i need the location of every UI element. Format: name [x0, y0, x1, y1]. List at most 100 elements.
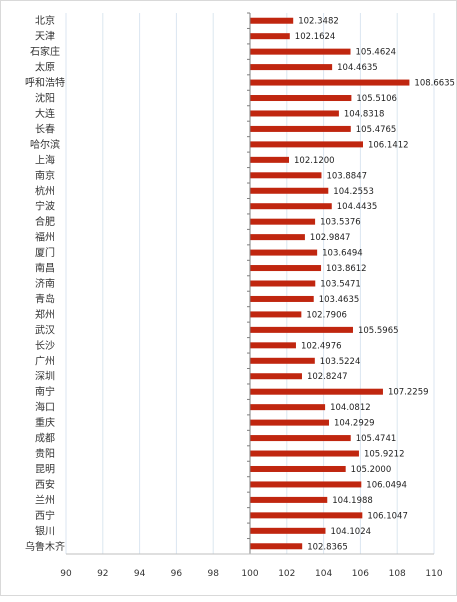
- category-label: 兰州: [35, 493, 55, 506]
- bar: [250, 357, 315, 364]
- x-tick-label: 92: [97, 569, 108, 579]
- category-label: 长春: [35, 123, 55, 135]
- category-label: 石家庄: [30, 45, 60, 58]
- category-label: 厦门: [35, 246, 55, 259]
- x-tick-label: 98: [207, 569, 219, 579]
- category-label: 南宁: [35, 385, 55, 398]
- data-label: 107.2259: [388, 388, 429, 398]
- bar: [250, 203, 332, 210]
- data-label: 104.4435: [337, 202, 378, 212]
- bar: [250, 465, 346, 472]
- bar: [250, 527, 326, 534]
- data-label: 104.2929: [334, 419, 375, 429]
- bar: [250, 48, 351, 55]
- bar: [250, 125, 351, 132]
- category-label: 太原: [35, 61, 55, 74]
- bar: [250, 435, 351, 442]
- bar: [250, 342, 296, 349]
- x-tick-label: 108: [389, 569, 406, 579]
- data-label: 102.3482: [298, 17, 339, 27]
- data-label: 105.2000: [351, 465, 392, 475]
- bar: [250, 496, 328, 503]
- bar: [250, 265, 322, 272]
- bar: [250, 79, 410, 86]
- x-tick-label: 104: [315, 569, 332, 579]
- data-label: 103.5224: [320, 357, 361, 367]
- category-label: 武汉: [35, 323, 55, 336]
- category-label: 重庆: [35, 416, 55, 429]
- data-label: 104.4635: [337, 63, 378, 73]
- bar: [250, 388, 383, 395]
- bar: [250, 404, 326, 411]
- bar: [250, 326, 353, 333]
- category-label: 海口: [35, 401, 55, 414]
- bar: [250, 249, 318, 256]
- category-label: 合肥: [35, 215, 55, 228]
- bar: [250, 280, 316, 287]
- axes: [66, 12, 434, 555]
- x-tick-label: 110: [425, 569, 442, 579]
- labels: 90 92 94 96 98 100 102 104 106 108 110 北京 102.3482 天津…: [25, 14, 455, 579]
- category-label: 郑州: [35, 308, 55, 321]
- category-label: 南京: [35, 169, 55, 182]
- data-label: 103.6494: [322, 249, 363, 259]
- data-label: 104.1024: [330, 527, 371, 537]
- data-label: 105.4624: [356, 48, 397, 58]
- category-label: 福州: [35, 231, 55, 244]
- data-label: 104.0812: [330, 403, 371, 413]
- bar: [250, 17, 294, 24]
- data-label: 108.6635: [414, 79, 455, 89]
- bar: [250, 512, 363, 519]
- category-label: 大连: [35, 107, 55, 120]
- data-label: 105.5106: [356, 94, 397, 104]
- bar: [250, 156, 290, 163]
- data-label: 105.9212: [364, 450, 405, 460]
- bar: [250, 311, 302, 318]
- bar: [250, 373, 302, 380]
- category-label: 沈阳: [35, 92, 55, 105]
- category-label: 天津: [35, 31, 55, 43]
- x-tick-label: 90: [60, 569, 72, 579]
- bars: [250, 17, 410, 550]
- data-label: 103.4635: [319, 295, 360, 305]
- data-label: 105.5965: [358, 326, 399, 336]
- data-label: 105.4765: [356, 125, 397, 135]
- category-label: 杭州: [35, 184, 55, 197]
- category-label: 宁波: [35, 200, 55, 213]
- category-label: 北京: [35, 14, 55, 27]
- bar: [250, 234, 305, 241]
- data-label: 104.2553: [333, 187, 374, 197]
- category-label: 银川: [35, 524, 55, 537]
- category-label: 深圳: [35, 371, 55, 383]
- category-label: 呼和浩特: [25, 77, 65, 89]
- bar: [250, 141, 363, 148]
- data-label: 103.8612: [326, 264, 367, 274]
- data-label: 103.5471: [320, 280, 361, 290]
- data-label: 102.9847: [310, 233, 351, 243]
- category-label: 西宁: [35, 509, 55, 522]
- bar: [250, 187, 329, 194]
- bar: [250, 481, 362, 488]
- category-label: 南昌: [35, 262, 55, 275]
- x-tick-label: 100: [241, 569, 258, 579]
- bar: [250, 172, 322, 179]
- category-label: 西安: [35, 478, 55, 491]
- data-label: 106.1047: [367, 511, 408, 521]
- data-label: 102.8365: [307, 542, 348, 552]
- x-tick-label: 94: [134, 569, 146, 579]
- x-tick-label: 96: [171, 569, 183, 579]
- bar: [250, 64, 333, 71]
- bar: [250, 543, 303, 550]
- bar: [250, 218, 316, 225]
- data-label: 106.0494: [366, 480, 407, 490]
- data-label: 102.1624: [295, 32, 336, 42]
- data-label: 103.5376: [320, 218, 361, 228]
- category-label: 广州: [35, 355, 55, 367]
- category-label: 长沙: [35, 340, 55, 352]
- data-label: 102.4976: [301, 341, 342, 351]
- data-label: 102.7906: [306, 310, 347, 320]
- category-label: 青岛: [35, 292, 55, 305]
- category-label: 昆明: [35, 463, 55, 475]
